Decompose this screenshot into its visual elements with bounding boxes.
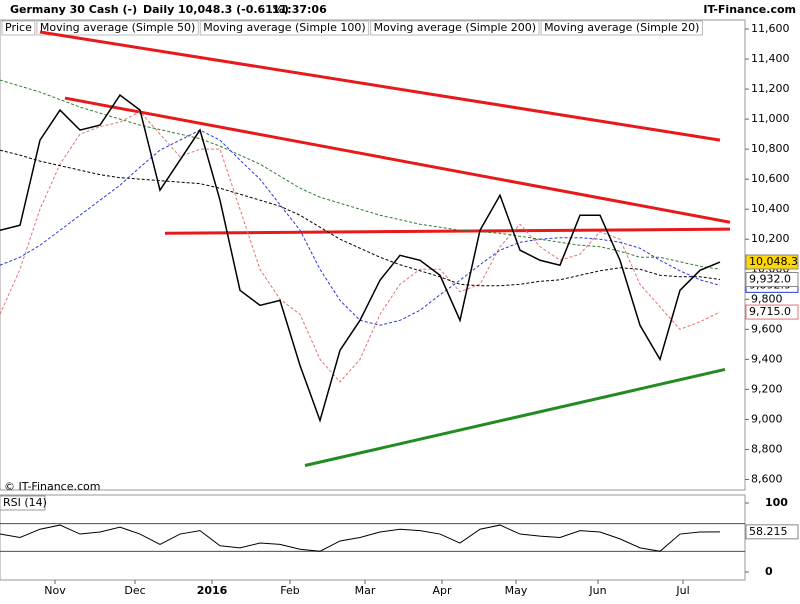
y-tick-label: 9,000 (751, 412, 783, 425)
value-label: 9,932.0 (749, 272, 791, 285)
x-tick-label: May (505, 584, 528, 597)
y-tick-label: 11,600 (751, 22, 790, 35)
value-label-box (745, 304, 799, 320)
x-tick-label: Jul (675, 584, 689, 597)
legend-label: Price (5, 21, 32, 34)
y-tick-label: 11,200 (751, 82, 790, 95)
value-label-box (745, 254, 799, 270)
y-tick-label: 10,200 (751, 232, 790, 245)
legend-box (199, 20, 370, 36)
legend-box (370, 20, 540, 36)
quote: 10,048.3 (-0.61%) (178, 3, 289, 16)
legend-label: Moving average (Simple 100) (203, 21, 365, 34)
trendline (164, 227, 731, 235)
rsi-value-box (745, 524, 799, 540)
trendline (64, 96, 731, 224)
rsi-line (0, 524, 721, 552)
value-label-box (745, 271, 799, 287)
legend-label: Moving average (Simple 50) (40, 21, 195, 34)
x-tick-label: Mar (355, 584, 376, 597)
value-label: 9,715.0 (749, 305, 791, 318)
series-line (0, 110, 721, 383)
trendline (39, 30, 721, 142)
y-tick-label: 8,800 (751, 442, 783, 455)
rsi-panel (0, 494, 746, 581)
time: 11:37:06 (272, 3, 327, 16)
price-panel (0, 19, 746, 491)
y-tick-label: 9,800 (751, 292, 783, 305)
series-line (0, 94, 721, 423)
rsi-legend-box (0, 495, 46, 511)
trendline (304, 367, 726, 467)
title: Germany 30 Cash (-) (10, 3, 137, 16)
series-line (0, 149, 721, 287)
rsi-tick-label: 0 (765, 565, 773, 578)
copyright: © IT-Finance.com (4, 480, 101, 493)
y-tick-label: 9,200 (751, 382, 783, 395)
legend-box (540, 20, 703, 36)
period: Daily (143, 3, 174, 16)
x-tick-label: Feb (280, 584, 299, 597)
series-line (0, 79, 721, 270)
y-tick-label: 9,400 (751, 352, 783, 365)
rsi-tick-label: 100 (765, 496, 788, 509)
rsi-legend: RSI (14) (3, 496, 47, 509)
rsi-value-label: 58.215 (749, 525, 788, 538)
x-tick-label: Apr (432, 584, 452, 597)
y-tick-label: 9,600 (751, 322, 783, 335)
y-tick-label: 10,600 (751, 172, 790, 185)
x-tick-label: 2016 (197, 584, 228, 597)
legend-box (36, 20, 199, 36)
x-tick-label: Nov (44, 584, 66, 597)
y-tick-label: 8,600 (751, 472, 783, 485)
legend-label: Moving average (Simple 200) (374, 21, 536, 34)
x-tick-label: Dec (124, 584, 145, 597)
legend-label: Moving average (Simple 20) (544, 21, 699, 34)
y-tick-label: 11,000 (751, 112, 790, 125)
y-tick-label: 11,400 (751, 52, 790, 65)
y-tick-label: 10,400 (751, 202, 790, 215)
x-tick-label: Jun (588, 584, 606, 597)
value-label: 10,048.3 (749, 255, 798, 268)
y-tick-label: 10,800 (751, 142, 790, 155)
legend-box (1, 20, 36, 36)
brand: IT-Finance.com (703, 3, 796, 16)
